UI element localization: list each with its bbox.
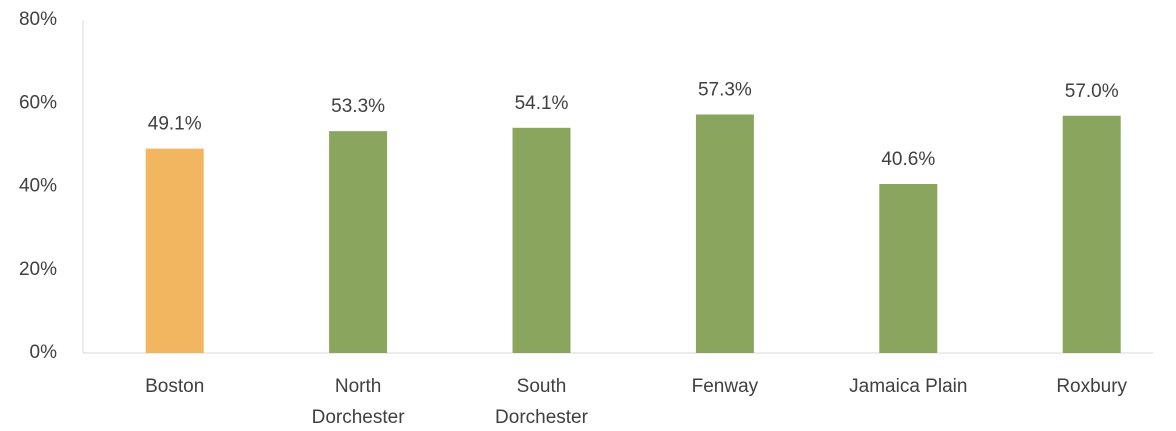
y-tick-label: 80% bbox=[19, 9, 57, 30]
x-tick-label: Boston bbox=[145, 376, 205, 397]
x-tick-label: North Dorchester bbox=[311, 376, 405, 428]
value-label: 57.0% bbox=[1065, 81, 1119, 102]
x-tick-label: Roxbury bbox=[1056, 376, 1128, 397]
y-tick-label: 40% bbox=[19, 176, 57, 197]
bar bbox=[695, 114, 754, 354]
x-tick-label: South Dorchester bbox=[495, 376, 588, 428]
bar bbox=[512, 127, 571, 353]
bar bbox=[1062, 115, 1121, 353]
x-tick-label: Fenway bbox=[691, 376, 759, 397]
x-tick-label: Jamaica Plain bbox=[849, 376, 968, 397]
bar bbox=[145, 148, 204, 353]
value-label: 40.6% bbox=[881, 149, 935, 170]
y-tick-label: 20% bbox=[19, 259, 57, 280]
bar bbox=[329, 131, 388, 353]
value-label: 54.1% bbox=[515, 93, 569, 114]
value-label: 49.1% bbox=[148, 114, 202, 135]
bar bbox=[879, 184, 938, 353]
value-label: 57.3% bbox=[698, 80, 752, 101]
value-label: 53.3% bbox=[331, 96, 385, 117]
y-tick-label: 0% bbox=[30, 342, 58, 363]
y-tick-label: 60% bbox=[19, 92, 57, 113]
